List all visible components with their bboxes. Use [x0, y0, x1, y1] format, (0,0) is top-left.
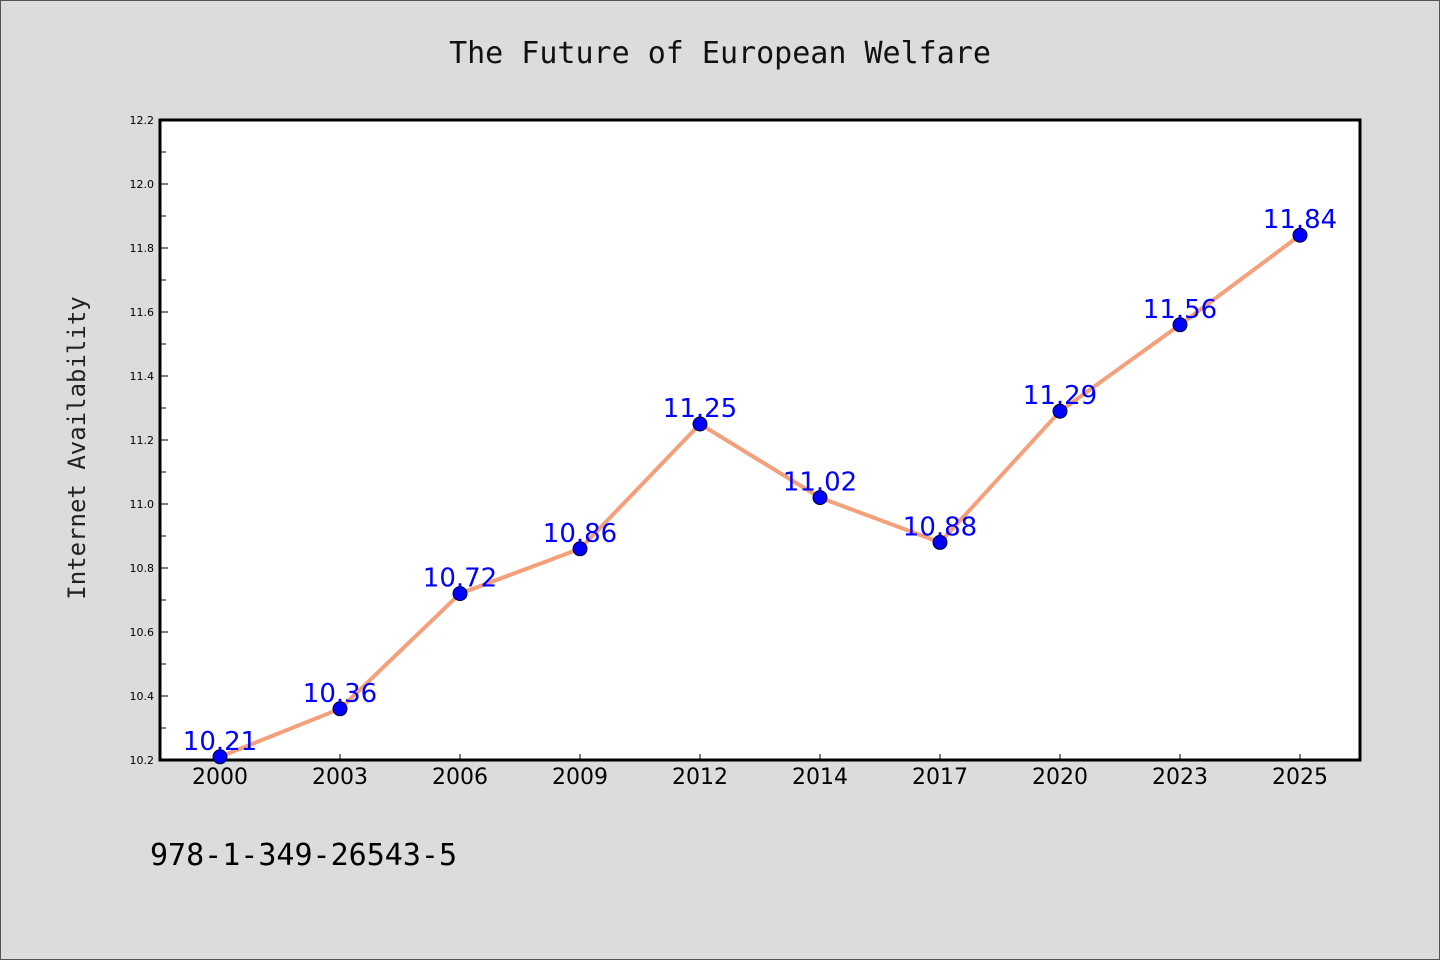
y-tick-label: 11.8 [130, 242, 155, 255]
y-tick-label: 11.0 [130, 498, 155, 511]
data-point-marker [1052, 403, 1068, 419]
data-point-marker [332, 701, 348, 717]
x-tick-label: 2012 [672, 765, 728, 790]
data-label: 10.21 [183, 727, 257, 757]
data-label-group: 10.21 10.36 10.72 10.86 11.25 11.02 10.88 11.29… [183, 205, 1337, 757]
data-point-marker [812, 490, 828, 506]
x-tick-label: 2003 [312, 765, 368, 790]
y-tick-label: 10.2 [130, 754, 155, 767]
x-tick-label: 2020 [1032, 765, 1088, 790]
data-point-marker [1292, 227, 1308, 243]
data-point-marker [932, 534, 948, 550]
x-tick-label: 2023 [1152, 765, 1208, 790]
data-label: 10.86 [543, 519, 617, 549]
data-label: 10.88 [903, 512, 977, 542]
data-label: 11.84 [1263, 205, 1337, 235]
data-point-marker [212, 749, 228, 765]
data-point-marker [452, 586, 468, 602]
x-tick-label: 2006 [432, 765, 488, 790]
data-label: 11.56 [1143, 295, 1217, 325]
x-tick-label: 2014 [792, 765, 848, 790]
y-axis-ticks: 10.2 10.4 10.6 10.8 11.0 11.2 11.4 11.6 11.8 12.0… [130, 114, 168, 767]
chart-title: The Future of European Welfare [449, 36, 991, 71]
y-tick-label: 11.6 [130, 306, 155, 319]
y-tick-label: 10.6 [130, 626, 155, 639]
data-point-marker [572, 541, 588, 557]
data-point-marker [1172, 317, 1188, 333]
data-label: 11.25 [663, 394, 737, 424]
y-tick-label: 11.4 [130, 370, 155, 383]
data-label: 11.29 [1023, 381, 1097, 411]
series-line-group [212, 227, 1308, 765]
plot-area [158, 118, 1362, 762]
y-tick-label: 12.0 [130, 178, 155, 191]
y-axis-label: Internet Availability [63, 296, 91, 599]
series-line [219, 233, 1302, 759]
y-tick-label: 10.8 [130, 562, 155, 575]
data-point-marker [692, 416, 708, 432]
y-tick-label: 10.4 [130, 690, 155, 703]
x-tick-label: 2017 [912, 765, 968, 790]
isbn-text: 978-1-349-26543-5 [150, 838, 457, 873]
data-label: 10.36 [303, 679, 377, 709]
data-label: 11.02 [783, 468, 857, 498]
x-axis-ticks: 2000 2003 2006 2009 2012 2014 2017 2020 2023 2025 [192, 754, 1328, 790]
x-tick-label: 2025 [1272, 765, 1328, 790]
data-label: 10.72 [423, 564, 497, 594]
y-tick-label: 11.2 [130, 434, 155, 447]
x-tick-label: 2009 [552, 765, 608, 790]
x-tick-label: 2000 [192, 765, 248, 790]
y-tick-label: 12.2 [130, 114, 155, 127]
